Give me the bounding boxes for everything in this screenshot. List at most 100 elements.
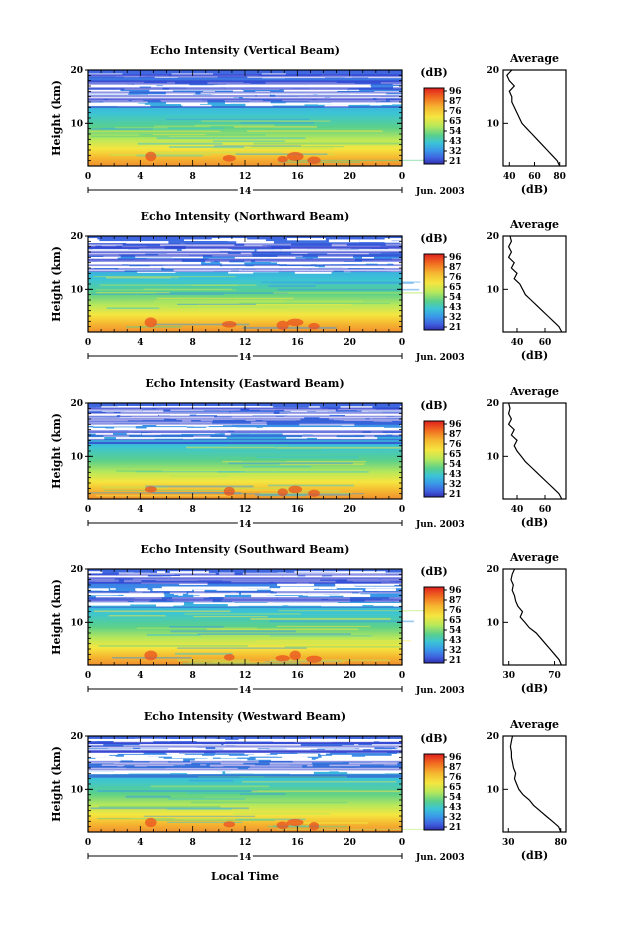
colorbar-tick: 65 <box>449 283 462 293</box>
y-axis-label: Height (km) <box>50 746 63 822</box>
profile-y-tick: 10 <box>486 285 499 295</box>
y-tick-label: 10 <box>70 618 83 628</box>
x-tick-label: 4 <box>137 338 143 348</box>
colorbar-tick: 96 <box>449 586 462 596</box>
x-tick-label: 16 <box>291 338 304 348</box>
x-tick-label: 0 <box>85 338 91 348</box>
date-label: Jun. 2003 <box>415 686 465 696</box>
profile-line <box>507 235 563 333</box>
colorbar-unit: (dB) <box>420 732 447 745</box>
profile-title: Average <box>509 718 559 731</box>
colorbar-tick: 87 <box>449 596 462 606</box>
profile-x-tick: 40 <box>511 505 524 515</box>
y-tick-label: 10 <box>70 452 83 462</box>
heatmap-texture <box>88 238 423 330</box>
colorbar-tick: 54 <box>449 127 462 137</box>
profile-title: Average <box>509 218 559 231</box>
colorbar-tick: 54 <box>449 793 462 803</box>
colorbar-tick: 43 <box>449 470 462 480</box>
x-tick-label: 16 <box>291 671 304 681</box>
colorbar-tick: 65 <box>449 783 462 793</box>
heatmap-texture <box>88 73 429 164</box>
colorbar-tick: 54 <box>449 626 462 636</box>
profile-title: Average <box>509 385 559 398</box>
profile-xlabel: (dB) <box>521 682 548 695</box>
x-ticks: 0 4 8 12 16 20 0 <box>85 236 405 348</box>
panel-3: Echo Intensity (Southward Beam)2010Heigh… <box>50 543 567 698</box>
profile-x-tick: 60 <box>539 505 552 515</box>
profile-x-tick: 80 <box>554 838 567 848</box>
day-label: 14 <box>239 520 252 530</box>
colorbar-tick: 76 <box>449 273 462 283</box>
x-tick-label: 0 <box>85 671 91 681</box>
colorbar-unit: (dB) <box>420 399 447 412</box>
x-tick-label: 16 <box>291 505 304 515</box>
profile-panel: Average 20 10 30 70(dB) <box>486 551 567 695</box>
colorbar-unit: (dB) <box>420 66 447 79</box>
colorbar-tick: 32 <box>449 646 462 656</box>
colorbar-tick: 21 <box>449 157 462 167</box>
x-tick-label: 0 <box>399 505 405 515</box>
profile-y-tick: 20 <box>486 399 499 409</box>
profile-xlabel: (dB) <box>521 516 548 529</box>
profile-y-tick: 10 <box>486 618 499 628</box>
colorbar-tick: 43 <box>449 803 462 813</box>
colorbar-tick: 76 <box>449 440 462 450</box>
profile-xlabel: (dB) <box>521 849 548 862</box>
profile-xlabel: (dB) <box>521 183 548 196</box>
date-label: Jun. 2003 <box>415 853 465 863</box>
panel-2: Echo Intensity (Eastward Beam)2010Height… <box>50 377 567 532</box>
y-tick-label: 20 <box>70 732 83 742</box>
x-tick-label: 8 <box>190 172 196 182</box>
profile-y-tick: 20 <box>486 232 499 242</box>
colorbar-tick: 96 <box>449 253 462 263</box>
x-tick-label: 16 <box>291 838 304 848</box>
x-tick-label: 12 <box>239 338 252 348</box>
heatmap-texture <box>88 738 426 831</box>
profile-x-tick: 80 <box>553 172 566 182</box>
x-tick-label: 8 <box>190 505 196 515</box>
x-tick-label: 12 <box>239 172 252 182</box>
colorbar-tick: 87 <box>449 97 462 107</box>
colorbar-tick: 21 <box>449 656 462 666</box>
colorbar-tick: 87 <box>449 263 462 273</box>
profile-y-tick: 10 <box>486 119 499 129</box>
x-tick-label: 0 <box>399 838 405 848</box>
day-label: 14 <box>239 686 252 696</box>
panel-title: Echo Intensity (Vertical Beam) <box>150 44 340 57</box>
y-tick-label: 10 <box>70 285 83 295</box>
panel-1: Echo Intensity (Northward Beam)2010Heigh… <box>50 210 567 365</box>
x-tick-label: 20 <box>343 505 356 515</box>
x-tick-label: 4 <box>137 172 143 182</box>
colorbar-tick: 96 <box>449 753 462 763</box>
x-tick-label: 12 <box>239 838 252 848</box>
profile-x-tick: 30 <box>502 838 515 848</box>
colorbar-unit: (dB) <box>420 565 447 578</box>
profile-y-tick: 20 <box>486 732 499 742</box>
date-label: Jun. 2003 <box>415 353 465 363</box>
xaxis-label: Local Time <box>211 870 279 883</box>
colorbar-tick: 43 <box>449 303 462 313</box>
profile-panel: Average 20 10 40 60(dB) <box>486 385 567 529</box>
colorbar-tick: 76 <box>449 107 462 117</box>
colorbar-tick: 65 <box>449 616 462 626</box>
colorbar-tick: 21 <box>449 323 462 333</box>
profile-title: Average <box>509 52 559 65</box>
date-label: Jun. 2003 <box>415 520 465 530</box>
x-tick-label: 8 <box>190 338 196 348</box>
x-tick-label: 4 <box>137 505 143 515</box>
profile-y-tick: 20 <box>486 66 499 76</box>
x-tick-label: 0 <box>85 172 91 182</box>
colorbar-tick: 32 <box>449 147 462 157</box>
x-tick-label: 12 <box>239 505 252 515</box>
colorbar-tick: 54 <box>449 460 462 470</box>
x-ticks: 0 4 8 12 16 20 0 <box>85 569 405 681</box>
